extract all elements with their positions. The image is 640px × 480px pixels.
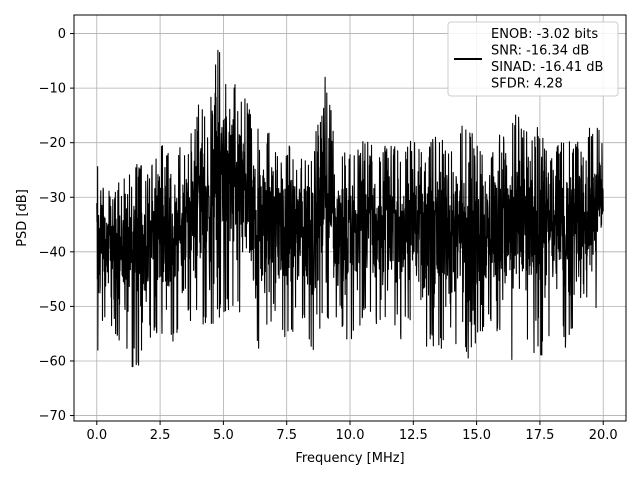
psd-line — [96, 49, 604, 368]
y-tick-label: −70 — [39, 409, 66, 424]
x-axis-ticks: 0.0 2.5 5.0 7.5 10.0 12.5 15.0 17.5 20.0 — [86, 421, 618, 443]
y-tick-label: −60 — [39, 354, 66, 369]
legend-line-1: SNR: -16.34 dB — [491, 44, 589, 59]
x-tick-label: 12.5 — [399, 428, 428, 443]
y-axis-label: PSD [dB] — [15, 189, 30, 247]
y-tick-label: −10 — [39, 82, 66, 97]
legend-line-0: ENOB: -3.02 bits — [491, 27, 598, 42]
y-tick-label: −30 — [39, 191, 66, 206]
legend: ENOB: -3.02 bits SNR: -16.34 dB SINAD: -16… — [447, 21, 619, 97]
legend-line-3: SFDR: 4.28 — [491, 77, 563, 92]
x-axis-label: Frequency [MHz] — [295, 451, 404, 466]
x-tick-label: 20.0 — [589, 428, 618, 443]
psd-series — [96, 49, 604, 368]
x-tick-label: 2.5 — [150, 428, 171, 443]
y-axis-ticks: 0 −10 −20 −30 −40 −50 −60 −70 — [39, 27, 74, 424]
x-tick-label: 15.0 — [462, 428, 491, 443]
x-tick-label: 10.0 — [336, 428, 365, 443]
x-tick-label: 0.0 — [86, 428, 107, 443]
y-tick-label: −50 — [39, 300, 66, 315]
x-tick-label: 7.5 — [276, 428, 297, 443]
y-tick-label: −40 — [39, 245, 66, 260]
legend-box — [447, 21, 619, 97]
y-tick-label: 0 — [58, 27, 66, 42]
legend-label: ENOB: -3.02 bits SNR: -16.34 dB SINAD: -16… — [491, 27, 603, 92]
y-tick-label: −20 — [39, 136, 66, 151]
legend-line-2: SINAD: -16.41 dB — [491, 60, 603, 75]
x-tick-label: 17.5 — [525, 428, 554, 443]
x-tick-label: 5.0 — [213, 428, 234, 443]
